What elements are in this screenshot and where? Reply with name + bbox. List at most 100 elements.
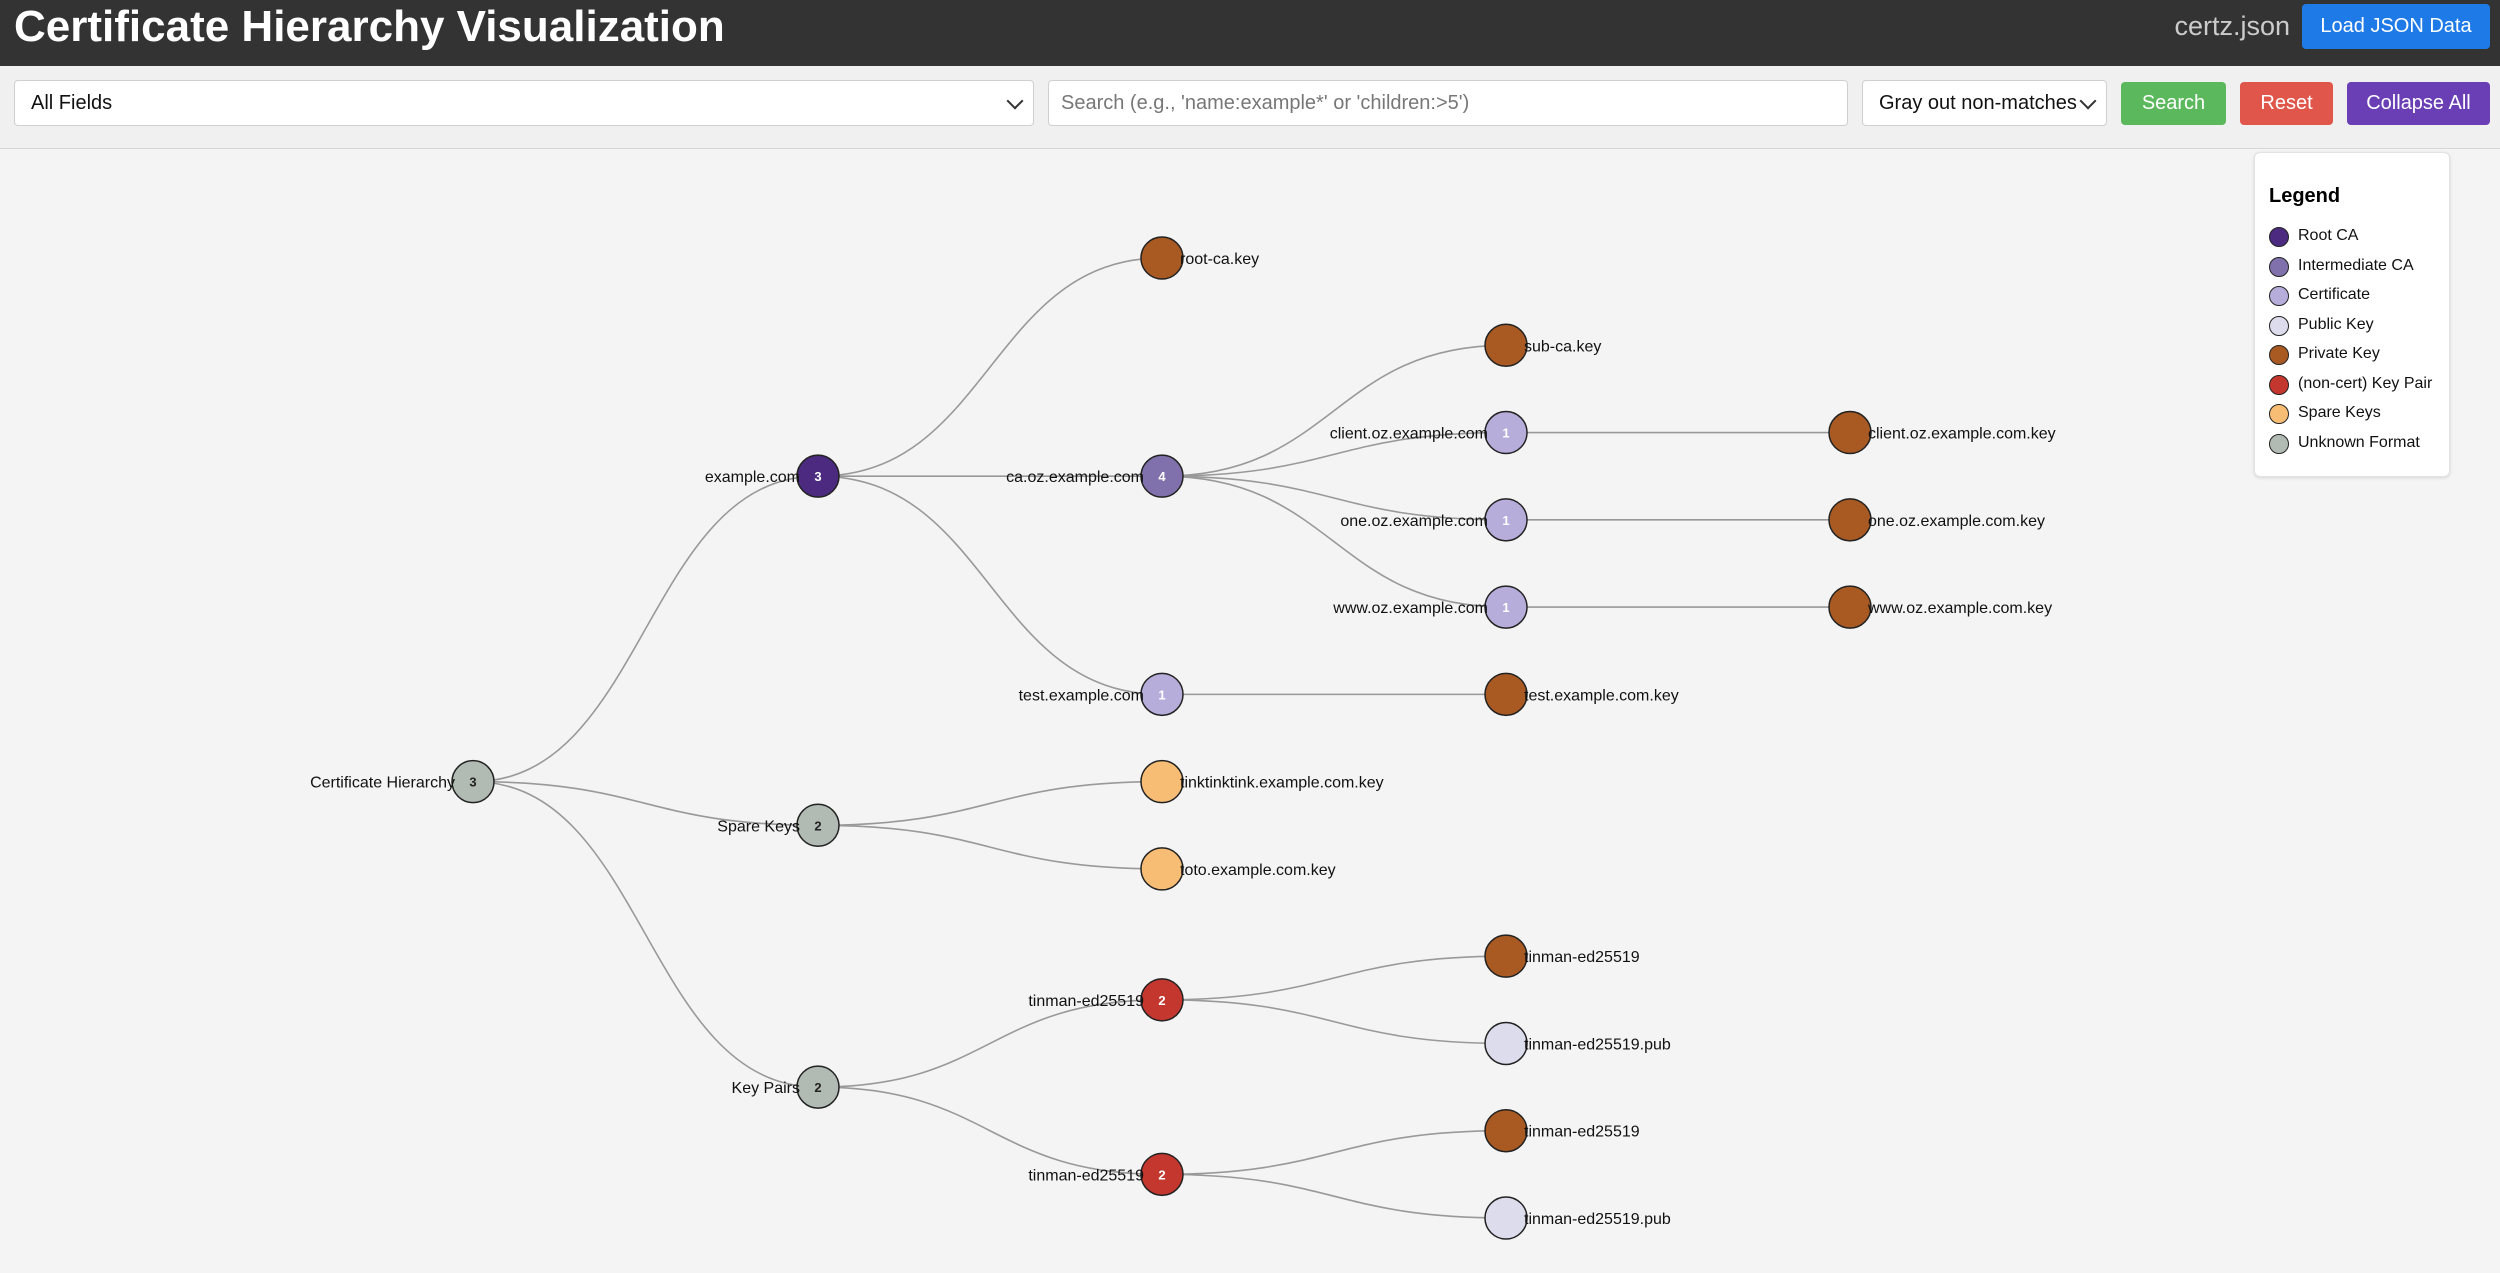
node-child-count: 1 xyxy=(1502,513,1509,528)
node-circle[interactable] xyxy=(1484,323,1528,368)
legend-label: (non-cert) Key Pair xyxy=(2298,374,2433,392)
node-circle[interactable] xyxy=(1484,498,1528,542)
node-circle[interactable] xyxy=(1140,672,1184,717)
node-label: test.example.com xyxy=(1019,687,1144,704)
tree-link xyxy=(1161,475,1507,608)
tree-node-client-oz-example-com-key[interactable]: client.oz.example.com.key xyxy=(1828,410,2056,455)
node-circle[interactable] xyxy=(796,1065,840,1109)
tree-node-tinman-ed25519[interactable]: 2 tinman-ed25519 xyxy=(1028,978,1184,1022)
tree-link xyxy=(1161,955,1507,1001)
legend-label: Unknown Format xyxy=(2298,433,2420,451)
node-circle[interactable] xyxy=(1828,498,1872,542)
node-label: Key Pairs xyxy=(732,1080,800,1097)
node-circle[interactable] xyxy=(796,454,840,498)
tree-link xyxy=(817,475,1163,696)
tree-node-ca-oz-example-com[interactable]: 4 ca.oz.example.com xyxy=(1006,454,1184,498)
match-mode-select[interactable]: Gray out non-matches xyxy=(1862,80,2107,126)
tree-link xyxy=(1161,1173,1507,1219)
node-label: www.oz.example.com.key xyxy=(1867,600,2052,617)
tree-links xyxy=(472,257,1850,1219)
legend-swatch xyxy=(2269,315,2289,336)
tree-node-root-ca-key[interactable]: root-ca.key xyxy=(1140,236,1259,280)
reset-button[interactable]: Reset xyxy=(2240,82,2333,125)
tree-node-tinman-ed25519[interactable]: tinman-ed25519 xyxy=(1484,1108,1640,1153)
tree-node-www-oz-example-com-key[interactable]: www.oz.example.com.key xyxy=(1828,585,2052,629)
tree-link xyxy=(817,999,1163,1088)
tree-link xyxy=(472,780,819,1088)
node-label: example.com xyxy=(705,469,800,486)
tree-node-www-oz-example-com[interactable]: 1 www.oz.example.com xyxy=(1332,585,1528,629)
app-header: Certificate Hierarchy Visualization cert… xyxy=(0,0,2500,66)
tree-node-sub-ca-key[interactable]: sub-ca.key xyxy=(1484,323,1601,368)
field-select-value: All Fields xyxy=(31,92,113,114)
match-mode-value: Gray out non-matches xyxy=(1879,92,2077,114)
node-circle[interactable] xyxy=(1484,1196,1528,1240)
legend-item-unknown-format: Unknown Format xyxy=(2269,432,2447,458)
node-label: sub-ca.key xyxy=(1524,338,1601,355)
search-button[interactable]: Search xyxy=(2121,82,2226,125)
tree-link xyxy=(1161,344,1507,477)
node-label: Certificate Hierarchy xyxy=(310,775,455,792)
node-circle[interactable] xyxy=(1484,585,1528,629)
tree-node-one-oz-example-com[interactable]: 1 one.oz.example.com xyxy=(1340,498,1528,542)
node-circle[interactable] xyxy=(1484,410,1528,455)
tree-link xyxy=(472,475,819,783)
tree-node-key-pairs[interactable]: 2 Key Pairs xyxy=(732,1065,840,1109)
node-child-count: 1 xyxy=(1502,600,1509,615)
node-circle[interactable] xyxy=(1484,672,1528,717)
tree-node-example-com[interactable]: 3 example.com xyxy=(705,454,840,498)
node-circle[interactable] xyxy=(1828,410,1872,455)
tree-link xyxy=(1161,431,1507,477)
load-json-button[interactable]: Load JSON Data xyxy=(2302,4,2490,49)
legend-item-private-key: Private Key xyxy=(2269,343,2447,369)
tree-node-test-example-com-key[interactable]: test.example.com.key xyxy=(1484,672,1679,717)
node-circle[interactable] xyxy=(1484,1021,1528,1066)
search-toolbar: All Fields Gray out non-matches Search R… xyxy=(0,66,2500,149)
tree-node-toto-example-com-key[interactable]: toto.example.com.key xyxy=(1140,847,1336,891)
node-label: tinman-ed25519.pub xyxy=(1524,1036,1671,1053)
legend-label: Spare Keys xyxy=(2298,404,2381,421)
search-input[interactable] xyxy=(1048,80,1848,126)
tree-link xyxy=(1161,475,1507,521)
tree-node-tinman-ed25519-pub[interactable]: tinman-ed25519.pub xyxy=(1484,1196,1671,1240)
node-child-count: 2 xyxy=(814,818,821,833)
tree-node-certificate-hierarchy[interactable]: 3 Certificate Hierarchy xyxy=(310,759,495,804)
node-label: tinman-ed25519 xyxy=(1028,993,1144,1010)
node-label: test.example.com.key xyxy=(1524,687,1679,704)
legend-item-certificate: Certificate xyxy=(2269,284,2447,310)
tree-node-spare-keys[interactable]: 2 Spare Keys xyxy=(717,803,840,848)
tree-node-tinman-ed25519[interactable]: 2 tinman-ed25519 xyxy=(1028,1152,1184,1197)
legend-swatch xyxy=(2269,227,2289,247)
node-child-count: 2 xyxy=(1158,1167,1165,1182)
node-circle[interactable] xyxy=(1484,1108,1528,1153)
node-label: tinktinktink.example.com.key xyxy=(1180,775,1384,792)
node-label: root-ca.key xyxy=(1180,251,1259,268)
legend-swatch xyxy=(2269,256,2289,277)
tree-node-test-example-com[interactable]: 1 test.example.com xyxy=(1019,672,1184,717)
legend-item-spare-keys: Spare Keys xyxy=(2269,402,2447,428)
node-circle[interactable] xyxy=(1140,236,1184,280)
legend-swatch xyxy=(2269,433,2289,454)
node-label: client.oz.example.com xyxy=(1330,426,1488,443)
node-circle[interactable] xyxy=(796,803,840,848)
legend-title: Legend xyxy=(2269,185,2341,207)
node-circle[interactable] xyxy=(1140,1152,1184,1197)
node-child-count: 1 xyxy=(1158,687,1165,702)
node-circle[interactable] xyxy=(1140,759,1184,804)
collapse-all-button[interactable]: Collapse All xyxy=(2347,82,2490,125)
node-circle[interactable] xyxy=(1484,934,1528,978)
tree-node-one-oz-example-com-key[interactable]: one.oz.example.com.key xyxy=(1828,498,2045,542)
node-circle[interactable] xyxy=(1140,847,1184,891)
tree-node-tinman-ed25519[interactable]: tinman-ed25519 xyxy=(1484,934,1640,978)
node-circle[interactable] xyxy=(1140,978,1184,1022)
tree-node-tinman-ed25519-pub[interactable]: tinman-ed25519.pub xyxy=(1484,1021,1671,1066)
tree-node-tinktinktink-example-com-key[interactable]: tinktinktink.example.com.key xyxy=(1140,759,1384,804)
tree-link xyxy=(817,780,1163,827)
legend-item-public-key: Public Key xyxy=(2269,314,2447,340)
node-circle[interactable] xyxy=(451,759,495,804)
field-select[interactable]: All Fields xyxy=(14,80,1034,126)
node-circle[interactable] xyxy=(1140,454,1184,498)
tree-node-client-oz-example-com[interactable]: 1 client.oz.example.com xyxy=(1330,410,1528,455)
node-circle[interactable] xyxy=(1828,585,1872,629)
